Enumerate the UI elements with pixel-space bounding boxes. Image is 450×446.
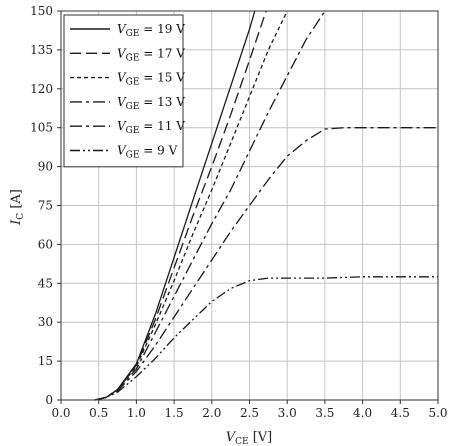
legend-label: VGE = 9 V (117, 144, 178, 161)
y-axis-title: IC [A] (9, 189, 26, 226)
legend-label: VGE = 13 V (117, 95, 185, 112)
x-axis-title-sub: CE (235, 437, 248, 446)
x-tick-label: 4.5 (391, 406, 410, 420)
y-tick-label: 150 (30, 4, 53, 18)
series-line-5 (94, 127, 438, 401)
y-axis-ticks: 0 15 30 45 60 75 90 105 120 135 150 (30, 4, 61, 407)
x-axis-title: VCE [V] (226, 430, 273, 446)
x-axis-ticks: 0.0 0.5 1.0 1.5 2.0 2.5 3.0 3.5 4.0 4.5 5.0 (51, 400, 448, 420)
y-tick-label: 105 (30, 121, 53, 135)
x-tick-label: 5.0 (428, 406, 447, 420)
x-tick-label: 2.0 (202, 406, 221, 420)
legend-label: VGE = 17 V (117, 46, 185, 63)
y-tick-label: 60 (38, 237, 53, 251)
legend-label: VGE = 11 V (117, 119, 185, 136)
x-tick-label: 4.0 (353, 406, 372, 420)
series-lines (94, 10, 438, 401)
x-tick-label: 3.5 (315, 406, 334, 420)
y-tick-label: 30 (38, 315, 53, 329)
series-line-2 (94, 10, 267, 401)
x-tick-label: 0.0 (51, 406, 70, 420)
x-tick-label: 2.5 (240, 406, 259, 420)
y-tick-label: 0 (45, 393, 53, 407)
x-tick-label: 0.5 (89, 406, 108, 420)
grid-lines (61, 11, 438, 400)
series-line-6 (94, 276, 438, 401)
x-tick-label: 1.0 (127, 406, 146, 420)
y-tick-label: 135 (30, 43, 53, 57)
series-line-4 (94, 10, 326, 401)
y-tick-label: 90 (38, 160, 53, 174)
y-axis-title-sub: C (16, 213, 26, 220)
y-tick-label: 15 (38, 354, 53, 368)
y-axis-title-var: I (9, 219, 24, 226)
legend: VGE = 19 V VGE = 17 V VGE = 15 V VGE = 13 V… (63, 14, 185, 168)
y-tick-label: 75 (38, 199, 53, 213)
y-tick-label: 45 (38, 276, 53, 290)
legend-label: VGE = 19 V (117, 22, 185, 39)
x-axis-title-unit: [V] (249, 430, 273, 445)
y-axis-title-unit: [A] (9, 189, 24, 213)
legend-box (63, 14, 184, 168)
x-tick-label: 3.0 (278, 406, 297, 420)
x-axis-title-var: V (226, 430, 237, 445)
y-tick-label: 120 (30, 82, 53, 96)
legend-label: VGE = 15 V (117, 71, 185, 88)
x-tick-label: 1.5 (165, 406, 184, 420)
